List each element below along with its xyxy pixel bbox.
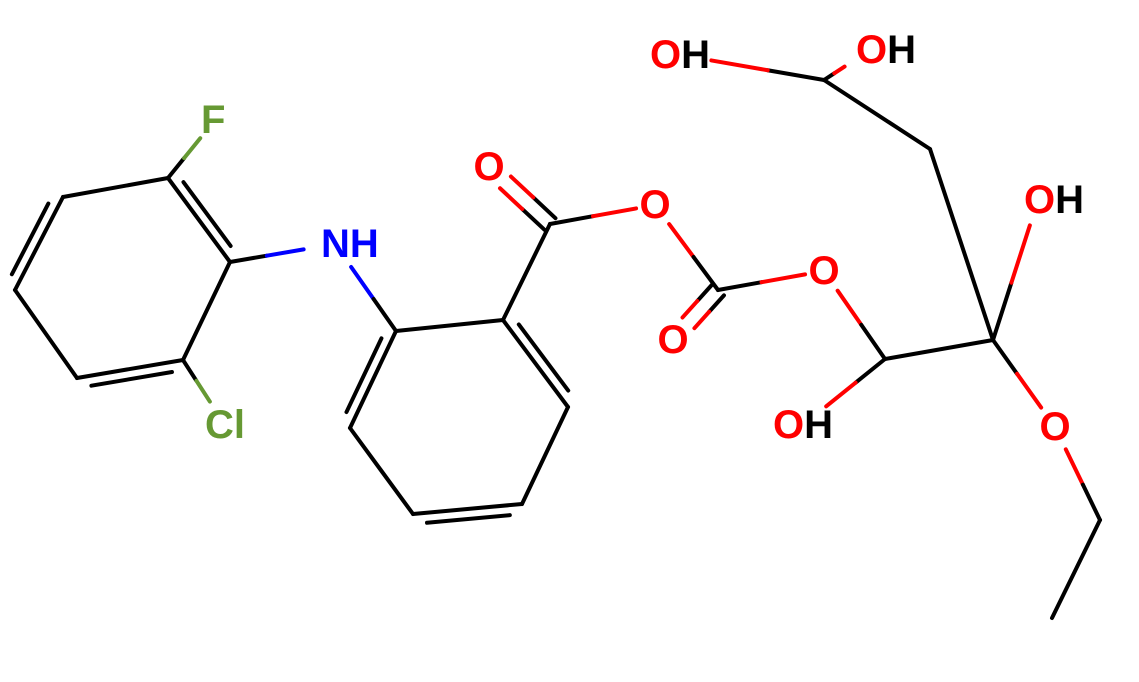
bond <box>15 290 77 378</box>
bond <box>533 197 555 218</box>
bond <box>183 360 196 381</box>
o-atom-label: O <box>473 145 504 189</box>
bond <box>856 359 885 383</box>
bond <box>1083 485 1100 520</box>
bond <box>427 515 510 523</box>
o-atom-label: O <box>657 318 688 362</box>
bond <box>522 209 544 230</box>
bond <box>762 274 806 282</box>
bond <box>593 208 636 216</box>
oh-atom-label: OH <box>650 33 710 77</box>
oh-atom-label: OH <box>773 403 833 447</box>
bond <box>930 149 993 340</box>
bond <box>824 80 930 149</box>
bond <box>1052 520 1100 618</box>
bond <box>834 67 844 74</box>
nh-atom-label: NH <box>321 222 379 266</box>
bond <box>993 340 1017 374</box>
bond <box>709 295 724 311</box>
bond <box>519 324 568 390</box>
oh-atom-label: OH <box>856 28 916 72</box>
bond <box>768 70 824 80</box>
bond <box>183 262 230 360</box>
bond <box>885 340 993 359</box>
bond <box>196 381 209 402</box>
o-atom-label: O <box>808 249 839 293</box>
bond <box>694 312 709 328</box>
bond <box>374 299 396 331</box>
bond <box>522 407 568 504</box>
bond <box>669 224 693 257</box>
bond <box>413 504 522 514</box>
bond <box>351 267 373 299</box>
cl-atom-label: Cl <box>205 403 245 447</box>
bond <box>503 224 550 320</box>
bond <box>184 138 200 158</box>
bond <box>683 301 698 317</box>
bond <box>396 320 503 331</box>
bond <box>168 158 184 178</box>
bond <box>697 285 712 301</box>
bond <box>694 257 718 290</box>
chemical-structure-diagram: F Cl NH O O O O O OH OH OH OH <box>0 0 1139 682</box>
bond <box>168 178 230 262</box>
bond <box>1011 225 1029 282</box>
oh-atom-label: OH <box>1024 178 1084 222</box>
bond <box>500 188 522 209</box>
bond <box>350 331 396 428</box>
bond <box>350 428 413 514</box>
bond <box>718 282 762 290</box>
bond <box>267 249 304 255</box>
bond <box>183 182 230 246</box>
bond <box>511 177 533 198</box>
bond <box>838 291 862 325</box>
bond <box>1066 449 1083 484</box>
bond <box>993 283 1011 340</box>
bond <box>1017 374 1041 408</box>
bond <box>711 60 767 70</box>
bond <box>503 320 568 407</box>
f-atom-label: F <box>201 98 225 142</box>
bond <box>77 360 183 378</box>
o-atom-label: O <box>639 183 670 227</box>
bond <box>15 197 63 290</box>
bond <box>63 178 168 197</box>
bond <box>861 325 885 359</box>
o-atom-label: O <box>1039 405 1070 449</box>
bond <box>230 256 267 262</box>
